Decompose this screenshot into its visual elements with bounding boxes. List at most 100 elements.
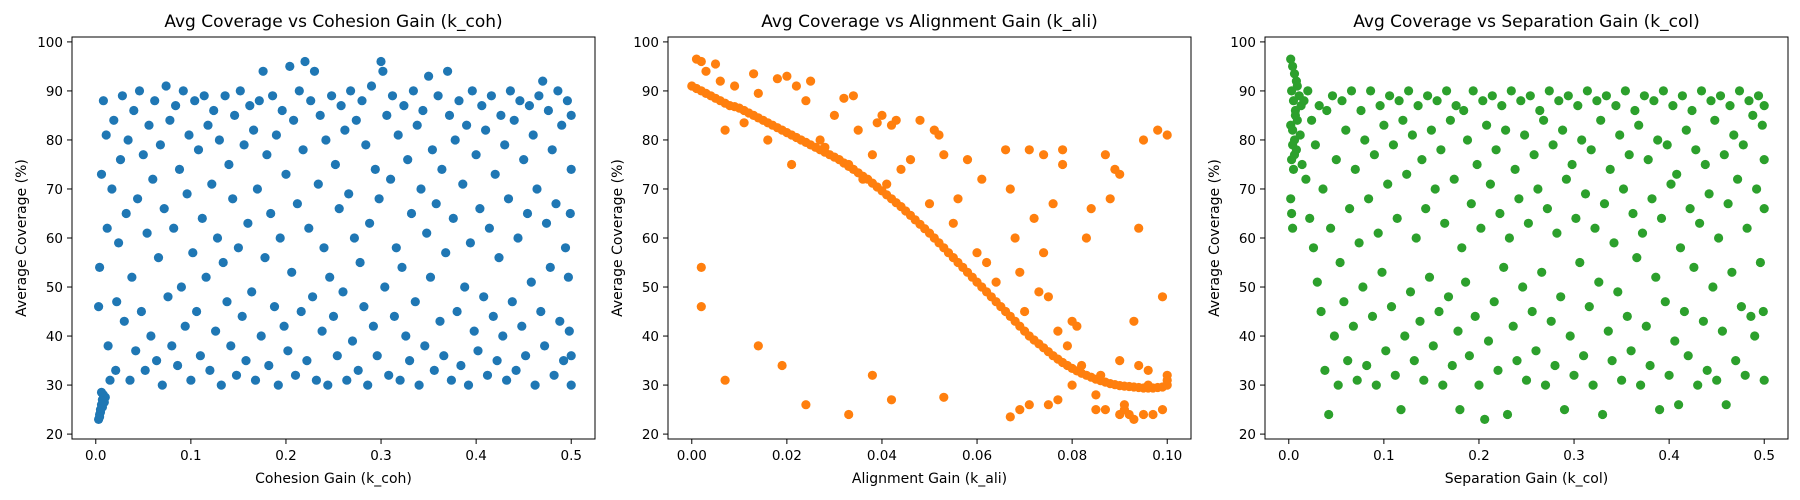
data-point: [178, 86, 188, 96]
data-point: [1759, 155, 1769, 165]
data-point: [416, 184, 426, 194]
data-point: [1396, 405, 1406, 415]
data-point: [471, 150, 481, 160]
data-point: [1337, 96, 1347, 106]
data-point: [1491, 145, 1501, 155]
data-point: [1162, 370, 1172, 380]
data-point: [425, 272, 436, 282]
data-point: [410, 297, 420, 307]
data-point: [1656, 213, 1667, 223]
x-tick-label: 0.06: [962, 448, 992, 464]
data-point: [399, 101, 409, 111]
x-tick-label: 0.2: [1468, 448, 1489, 464]
data-point: [1495, 208, 1505, 219]
x-tick-label: 0.1: [1373, 448, 1394, 464]
data-point: [467, 86, 477, 96]
data-point: [298, 145, 308, 155]
data-point: [566, 110, 576, 120]
data-point: [245, 101, 255, 111]
data-point: [456, 360, 466, 371]
data-point: [1695, 218, 1705, 228]
data-point: [526, 277, 536, 287]
data-point: [1556, 292, 1566, 302]
data-point: [142, 228, 152, 238]
chart-title: Avg Coverage vs Cohesion Gain (k_coh): [164, 12, 502, 32]
data-point: [801, 400, 811, 410]
data-point: [1290, 110, 1300, 120]
data-point: [844, 409, 854, 420]
data-point: [696, 56, 706, 67]
data-point: [1350, 164, 1360, 174]
data-point: [1537, 267, 1547, 277]
data-point: [1029, 213, 1039, 223]
data-point: [530, 380, 540, 390]
y-tick-label: 30: [46, 378, 63, 394]
data-point: [1485, 179, 1495, 189]
data-point: [521, 351, 531, 361]
data-point: [559, 356, 569, 366]
data-point: [1091, 405, 1101, 415]
data-point: [275, 233, 285, 243]
data-point: [1394, 96, 1404, 106]
data-point: [260, 253, 270, 263]
data-point: [555, 316, 565, 326]
data-point: [247, 287, 257, 297]
data-point: [140, 365, 150, 375]
data-point: [1020, 306, 1030, 317]
data-point: [1666, 179, 1676, 189]
data-point: [739, 118, 749, 128]
data-point: [494, 253, 504, 263]
data-point: [1301, 174, 1311, 184]
data-point: [1563, 91, 1573, 101]
y-tick-label: 70: [46, 182, 63, 198]
data-point: [448, 213, 458, 223]
data-point: [1548, 140, 1558, 150]
data-point: [1714, 233, 1724, 243]
data-point: [372, 351, 382, 361]
data-point: [370, 164, 380, 174]
data-point: [254, 96, 264, 106]
data-point: [1345, 204, 1355, 214]
data-point: [1058, 145, 1068, 155]
data-point: [496, 110, 506, 120]
data-point: [389, 311, 399, 321]
data-point: [1639, 91, 1649, 101]
y-tick-label: 50: [46, 280, 63, 296]
data-point: [1738, 140, 1748, 150]
data-point: [1442, 86, 1452, 96]
data-point: [1482, 120, 1492, 130]
data-point: [199, 91, 209, 101]
data-point: [1377, 267, 1387, 277]
data-point: [173, 360, 183, 371]
data-point: [1683, 351, 1693, 361]
y-tick-label: 20: [46, 427, 63, 443]
data-point: [1599, 199, 1610, 209]
data-point: [134, 86, 145, 96]
x-tick-label: 0.02: [772, 448, 802, 464]
data-point: [171, 101, 181, 111]
data-point: [1577, 135, 1587, 145]
data-point: [1091, 390, 1101, 400]
data-point: [146, 331, 156, 341]
data-point: [283, 346, 293, 356]
data-point: [102, 223, 112, 233]
data-point: [1369, 150, 1379, 160]
data-point: [1615, 130, 1625, 140]
data-point: [815, 135, 825, 145]
data-point: [1628, 208, 1638, 219]
data-point: [1381, 346, 1391, 356]
data-point: [277, 105, 287, 116]
data-point: [437, 164, 447, 174]
data-point: [1744, 96, 1754, 106]
data-point: [119, 316, 129, 326]
data-point: [1664, 370, 1674, 380]
data-point: [155, 140, 165, 150]
data-point: [1630, 105, 1640, 116]
data-point: [1138, 409, 1149, 420]
data-point: [1510, 164, 1520, 174]
data-point: [882, 179, 892, 189]
data-point: [1287, 208, 1297, 219]
data-point: [1677, 91, 1687, 101]
data-point: [1736, 302, 1746, 312]
data-point: [500, 140, 510, 150]
